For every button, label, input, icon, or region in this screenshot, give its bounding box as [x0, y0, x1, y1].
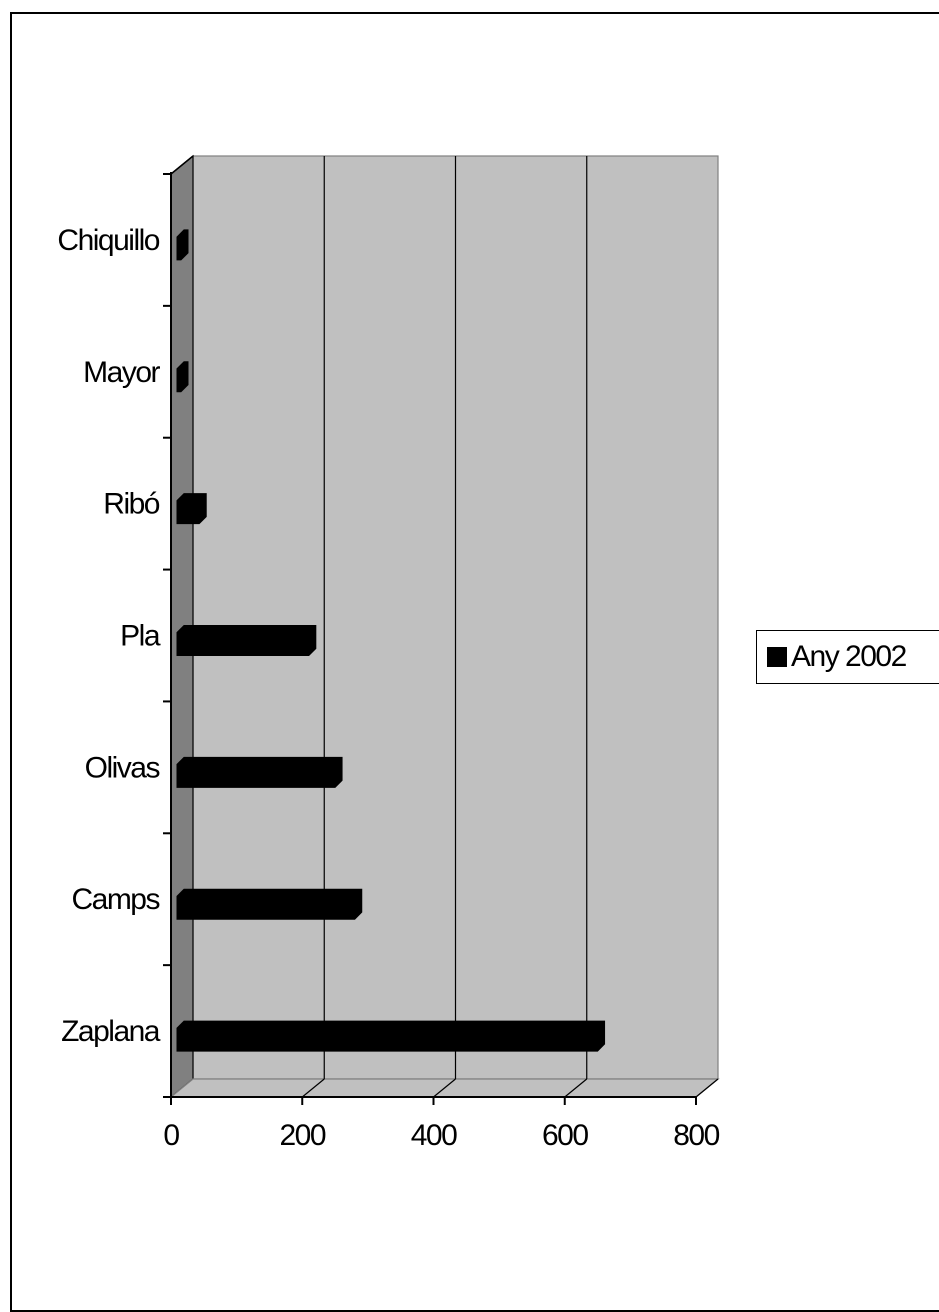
- legend-label: Any 2002: [791, 640, 907, 673]
- y-label-camps: Camps: [71, 883, 159, 916]
- bar-chiquillo: [176, 229, 189, 261]
- x-label-600: 600: [542, 1119, 588, 1152]
- x-label-200: 200: [279, 1119, 325, 1152]
- y-label-mayor: Mayor: [83, 356, 160, 389]
- floor-gridline: [695, 1078, 719, 1098]
- bar-camps: [176, 888, 363, 920]
- axes: [163, 155, 697, 1105]
- gridlines: [301, 156, 719, 1098]
- floor-gridline: [301, 1078, 325, 1098]
- bars: [176, 229, 606, 1052]
- x-axis-labels: 0 200 400 600 800: [163, 1119, 721, 1152]
- legend-swatch: [767, 647, 787, 667]
- bar-pla: [176, 625, 317, 656]
- floor-gridline: [433, 1078, 456, 1098]
- bar-mayor: [176, 361, 189, 393]
- x-label-400: 400: [411, 1119, 457, 1152]
- x-label-0: 0: [163, 1119, 179, 1152]
- floor-gridline: [564, 1078, 588, 1098]
- bar-ribó: [176, 493, 207, 525]
- y-label-zaplana: Zaplana: [61, 1015, 161, 1048]
- y-axis-labels: Chiquillo Mayor Ribó Pla Olivas Camps Zaplana: [57, 224, 162, 1048]
- bar-zaplana: [176, 1020, 606, 1052]
- y-label-pla: Pla: [120, 620, 161, 653]
- y-label-chiquillo: Chiquillo: [57, 224, 159, 257]
- y-label-olivas: Olivas: [85, 751, 160, 784]
- y-label-ribó: Ribó: [103, 488, 160, 521]
- axis-depth-edge: [170, 155, 194, 175]
- legend: Any 2002: [756, 630, 939, 684]
- x-label-800: 800: [673, 1119, 719, 1152]
- bar-olivas: [176, 756, 343, 788]
